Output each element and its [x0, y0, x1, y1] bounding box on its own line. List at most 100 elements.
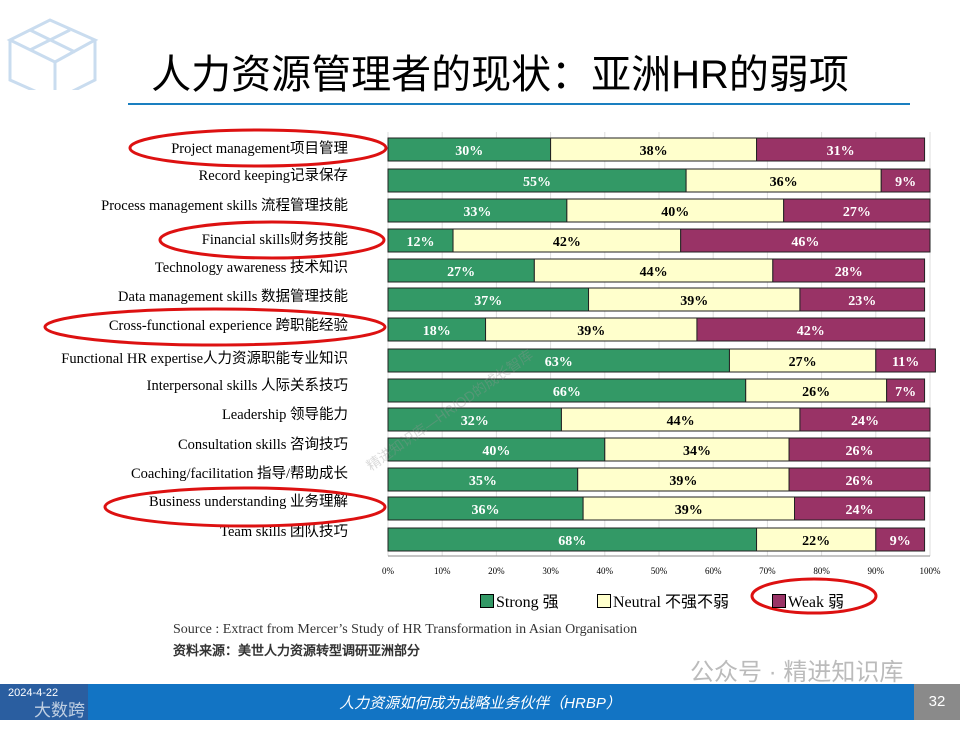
category-label: Leadership 领导能力: [221, 407, 348, 423]
data-label: 36%: [770, 175, 798, 190]
stacked-bar-chart: 0% 10% 20% 30% 40% 50% 60% 70% 80% 90% 100% 30% 38% 3…: [43, 128, 942, 615]
data-label: 33%: [463, 205, 491, 220]
highlight-ellipse: [158, 220, 386, 260]
legend-neutral: Neutral 不强不弱: [597, 588, 729, 612]
data-label: 11%: [892, 355, 919, 370]
data-label: 12%: [407, 235, 435, 250]
x-tick-label: 70%: [759, 566, 776, 576]
bar-segment: [875, 348, 936, 373]
data-label: 27%: [789, 355, 817, 370]
x-tick-label: 30%: [542, 566, 559, 576]
data-label: 31%: [827, 144, 855, 159]
data-label: 35%: [469, 474, 497, 489]
category-label: Coaching/facilitation 指导/帮助成长: [130, 466, 348, 482]
data-label: 24%: [846, 503, 874, 518]
category-label: Cross-functional experience 跨职能经验: [108, 318, 348, 334]
data-label: 36%: [472, 503, 500, 518]
data-label: 18%: [423, 324, 451, 339]
legend-swatch: [772, 594, 786, 608]
bar-segment: [799, 287, 926, 312]
data-label: 9%: [895, 175, 916, 190]
legend-label: Neutral 不强不弱: [613, 594, 729, 611]
category-label: Process management skills 流程管理技能: [101, 198, 348, 214]
data-label: 37%: [474, 294, 502, 309]
highlight-ellipse: [43, 307, 387, 347]
bar-segment: [788, 437, 931, 462]
data-label: 40%: [482, 444, 510, 459]
data-label: 40%: [661, 205, 689, 220]
x-tick-label: 50%: [651, 566, 668, 576]
category-label: Team skills 团队技巧: [220, 524, 348, 540]
category-label: Consultation skills 咨询技巧: [178, 437, 348, 453]
category-label: Business understanding 业务理解: [149, 494, 348, 510]
data-label: 38%: [640, 144, 668, 159]
x-tick-label: 100%: [920, 566, 942, 576]
x-tick-label: 0%: [382, 566, 395, 576]
data-label: 23%: [848, 294, 876, 309]
data-label: 34%: [683, 444, 711, 459]
highlight-ellipse: [128, 128, 388, 168]
legend-swatch: [480, 594, 494, 608]
cube-decoration-icon: [6, 18, 99, 90]
data-label: 7%: [895, 385, 916, 400]
x-tick-label: 20%: [488, 566, 505, 576]
data-label: 24%: [851, 414, 879, 429]
data-label: 39%: [675, 503, 703, 518]
source-note: Source : Extract from Mercer’s Study of …: [173, 622, 638, 637]
x-tick-label: 80%: [813, 566, 830, 576]
data-label: 28%: [835, 265, 863, 280]
bar-segment: [880, 168, 931, 193]
category-label: Data management skills 数据管理技能: [118, 289, 348, 305]
category-label: Functional HR expertise人力资源职能专业知识: [61, 351, 348, 367]
x-tick-label: 90%: [868, 566, 885, 576]
x-tick-label: 40%: [597, 566, 614, 576]
category-label: Financial skills财务技能: [201, 232, 348, 248]
category-label: Project management项目管理: [171, 141, 348, 157]
data-label: 46%: [791, 235, 819, 250]
x-tick-label: 60%: [705, 566, 722, 576]
legend-weak: Weak 弱: [772, 588, 844, 612]
highlight-ellipse: [750, 577, 878, 615]
data-label: 63%: [545, 355, 573, 370]
bar-segment: [756, 137, 926, 162]
bar-segment: [799, 407, 931, 432]
bar-segment: [696, 317, 926, 342]
category-label: Technology awareness 技术知识: [154, 260, 348, 276]
data-label: 9%: [890, 534, 911, 549]
source-note-cn: 资料来源：美世人力资源转型调研亚洲部分: [173, 643, 421, 658]
data-label: 39%: [669, 474, 697, 489]
title-underline: [128, 103, 910, 105]
bar-segment: [680, 228, 931, 253]
data-label: 55%: [523, 175, 551, 190]
data-label: 44%: [640, 265, 668, 280]
data-label: 27%: [843, 205, 871, 220]
highlight-ellipse: [103, 486, 387, 528]
data-label: 68%: [558, 534, 586, 549]
bar-segment: [788, 467, 931, 492]
footer-title: 人力资源如何成为战略业务伙伴（HRBP）: [339, 695, 621, 712]
legend-label: Strong 强: [496, 594, 559, 611]
data-label: 39%: [577, 324, 605, 339]
bar-segment: [772, 258, 926, 283]
legend-label: Weak 弱: [788, 594, 845, 611]
legend-strong: Strong 强: [480, 588, 559, 612]
footer-date: 2024-4-22 大数跨境: [0, 684, 88, 745]
category-label: Record keeping记录保存: [198, 168, 348, 184]
x-tick-label: 10%: [434, 566, 451, 576]
category-label: Interpersonal skills 人际关系技巧: [146, 378, 348, 394]
data-label: 66%: [553, 385, 581, 400]
data-label: 27%: [447, 265, 475, 280]
footer-bar: [0, 684, 960, 720]
data-label: 30%: [455, 144, 483, 159]
data-label: 32%: [461, 414, 489, 429]
bar-segment: [794, 496, 926, 521]
data-label: 26%: [802, 385, 830, 400]
data-label: 22%: [802, 534, 830, 549]
page-number: 32: [914, 684, 960, 720]
page-title: 人力资源管理者的现状：亚洲HR的弱项: [151, 53, 849, 97]
data-label: 44%: [667, 414, 695, 429]
data-label: 26%: [846, 444, 874, 459]
data-label: 42%: [797, 324, 825, 339]
bar-segment: [875, 527, 926, 552]
bar-segment: [783, 198, 931, 223]
